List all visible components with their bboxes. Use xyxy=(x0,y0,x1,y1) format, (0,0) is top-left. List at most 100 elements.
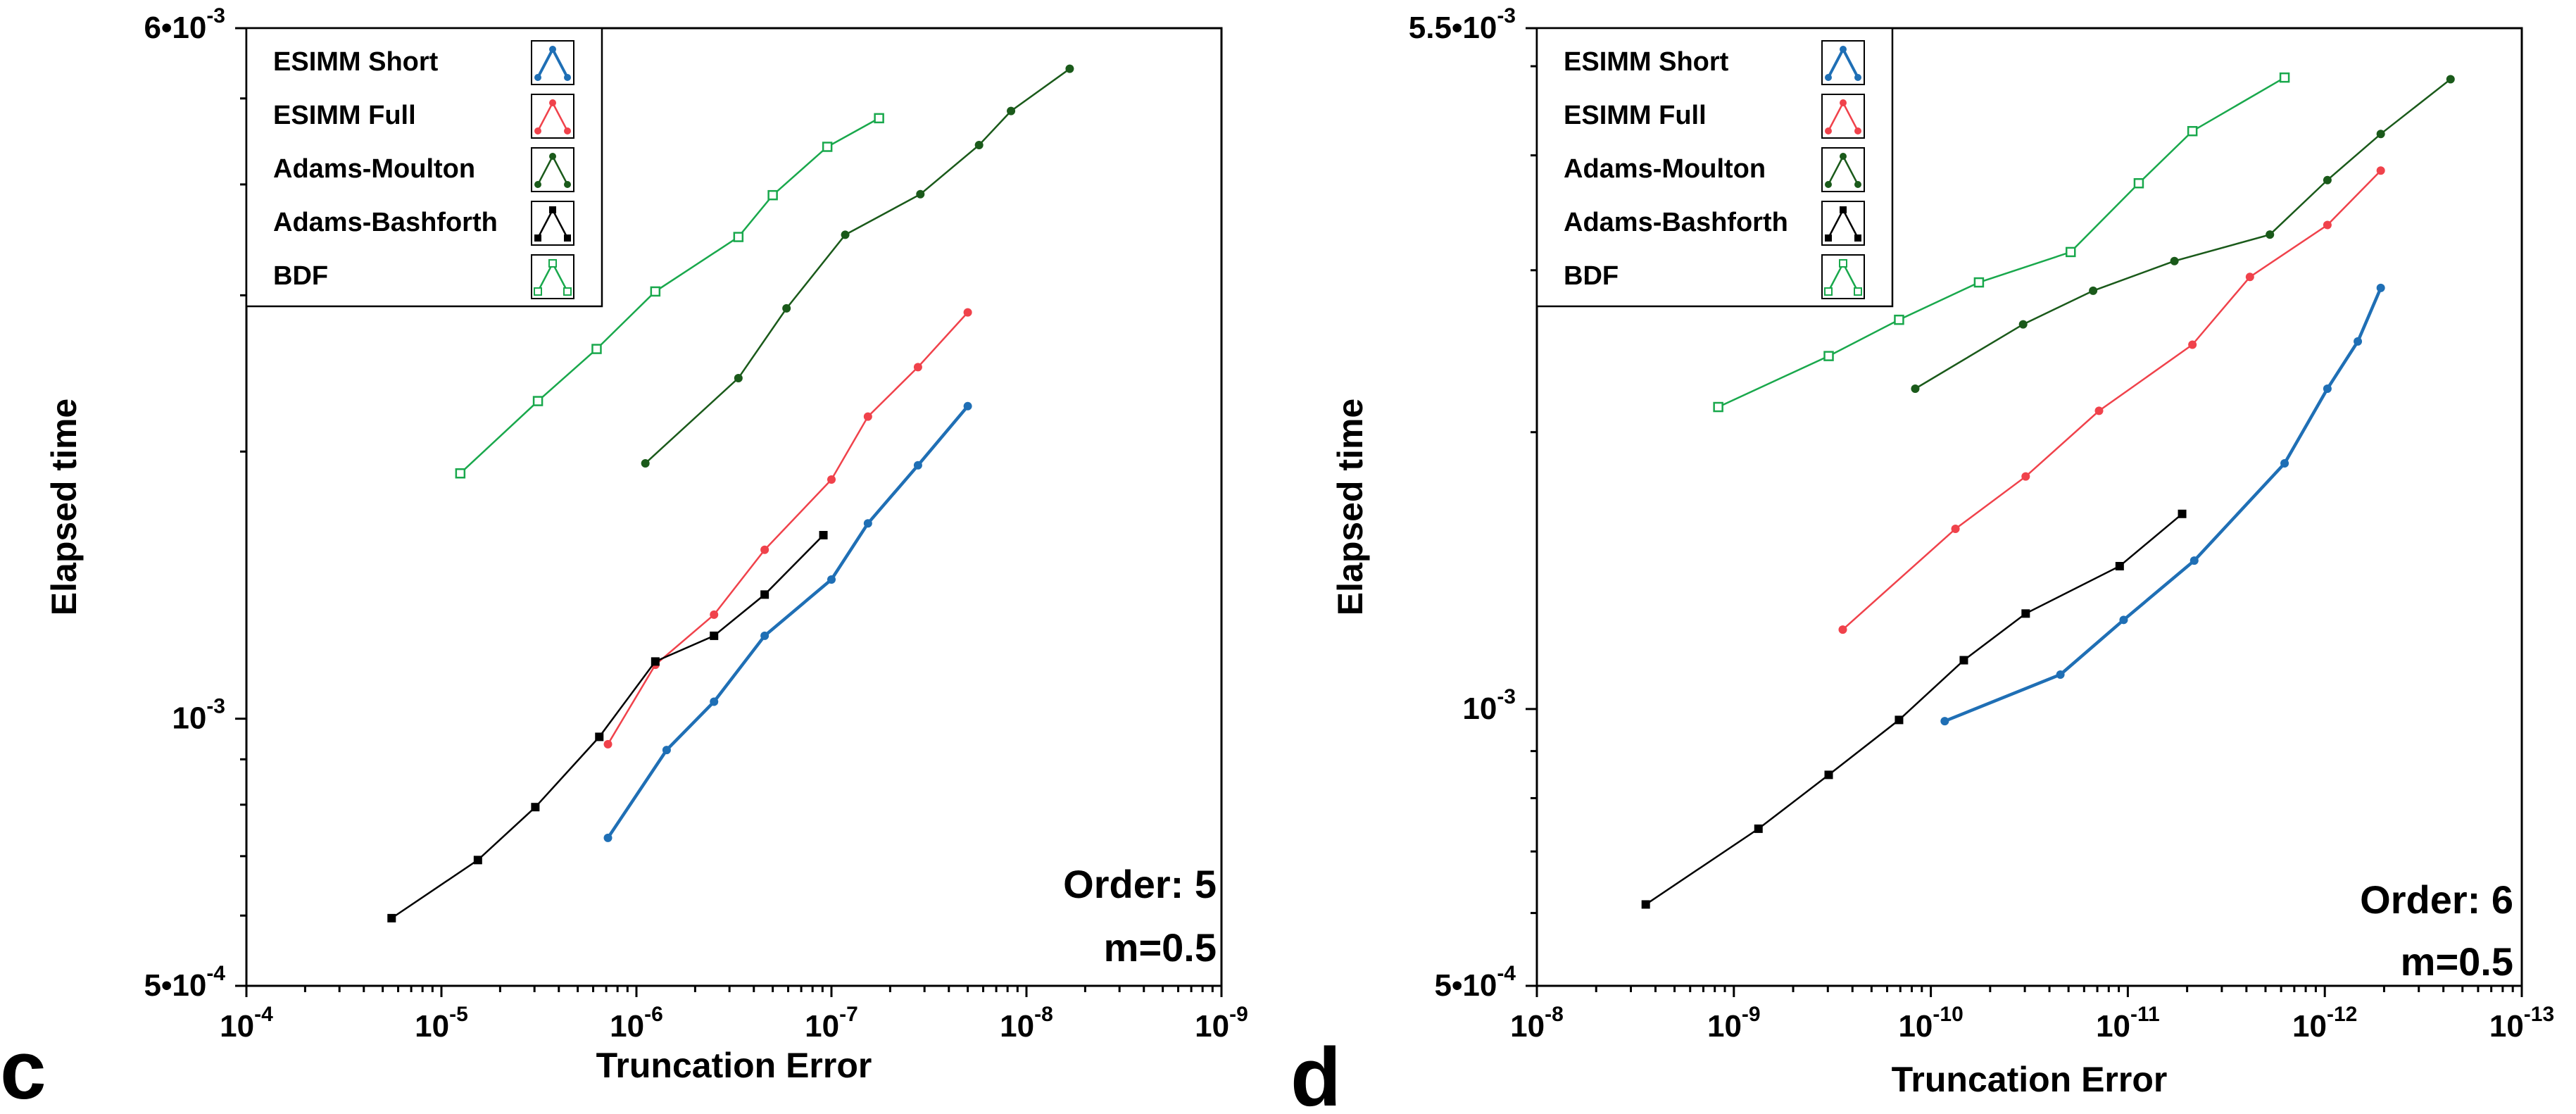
legend-swatch-marker xyxy=(1854,234,1861,242)
data-point xyxy=(1894,314,1904,325)
data-point xyxy=(2119,615,2128,625)
legend-swatch-marker xyxy=(1825,181,1832,188)
x-tick-label: 10-7 xyxy=(805,1003,858,1044)
series-bdf xyxy=(1713,72,2290,413)
y-tick-exponent: -3 xyxy=(206,695,225,718)
y-tick-label: 6•10-3 xyxy=(144,4,225,45)
x-tick-label: 10-11 xyxy=(2096,1003,2160,1044)
x-tick-base: 10 xyxy=(2292,1009,2327,1044)
legend-swatch-marker xyxy=(1825,74,1832,81)
y-tick-label: 5•10-4 xyxy=(1434,962,1516,1003)
data-point xyxy=(2280,458,2289,468)
chart-panel-d: 10-8 10-9 10-10 10-11 10-12 10-135•10-410-35.… xyxy=(1290,4,2554,1114)
data-point xyxy=(827,575,836,584)
order-annotation: Order: 5 xyxy=(1063,862,1217,906)
legend-swatch-marker xyxy=(1824,287,1833,296)
legend-swatch-marker xyxy=(1854,74,1861,81)
y-tick-label: 10-3 xyxy=(1462,685,1516,726)
data-point xyxy=(760,590,769,599)
legend-swatch-marker xyxy=(548,259,557,268)
x-tick-base: 10 xyxy=(610,1009,644,1044)
data-point xyxy=(2021,609,2030,618)
data-point xyxy=(733,232,744,242)
x-tick-base: 10 xyxy=(1898,1009,1933,1044)
data-point xyxy=(863,519,872,528)
legend-swatch-marker xyxy=(534,181,541,188)
data-point xyxy=(595,732,604,741)
data-point xyxy=(2170,256,2179,265)
series-line xyxy=(607,311,969,745)
legend-swatch-marker xyxy=(534,234,541,242)
data-point xyxy=(2189,556,2199,565)
legend-swatch-marker xyxy=(1854,127,1861,134)
x-tick-exponent: -10 xyxy=(1933,1003,1963,1026)
data-point xyxy=(963,401,972,411)
data-point xyxy=(2094,406,2104,415)
data-point xyxy=(603,833,612,842)
data-point xyxy=(2133,178,2144,189)
x-tick-label: 10-9 xyxy=(1707,1003,1761,1044)
y-tick-label: 5•10-4 xyxy=(144,962,225,1003)
legend: ESIMM Short ESIMM Full Adams-Moulton Adams-… xyxy=(245,27,603,308)
legend-swatch-marker xyxy=(564,127,571,134)
data-point xyxy=(2089,286,2098,295)
data-point xyxy=(2279,72,2290,83)
y-tick-label: 10-3 xyxy=(172,695,225,736)
data-point xyxy=(2446,75,2455,84)
data-point xyxy=(1713,401,1723,413)
x-tick-label: 10-8 xyxy=(1000,1003,1053,1044)
x-tick-label: 10-10 xyxy=(1898,1003,1963,1044)
legend-entry-label: Adams-Moulton xyxy=(273,154,475,184)
data-point xyxy=(913,461,922,470)
x-tick-base: 10 xyxy=(805,1009,839,1044)
data-point xyxy=(2065,246,2076,258)
data-point xyxy=(760,545,769,554)
y-tick-label: 5.5•10-3 xyxy=(1409,4,1516,45)
legend-swatch-marker xyxy=(1840,153,1847,160)
legend: ESIMM Short ESIMM Full Adams-Moulton Adams-… xyxy=(1535,27,1894,308)
y-tick-mantissa: 5•10 xyxy=(1434,968,1497,1003)
legend-entry-label: ESIMM Full xyxy=(1564,101,1707,130)
series-adams-bashforth xyxy=(387,530,828,922)
data-point xyxy=(641,458,650,468)
data-point xyxy=(874,113,884,124)
y-tick-mantissa: 5.5•10 xyxy=(1409,11,1497,45)
data-point xyxy=(2115,562,2124,571)
legend-swatch-marker xyxy=(1840,206,1847,213)
legend-swatch-marker xyxy=(549,153,556,160)
data-point xyxy=(1940,717,1949,726)
data-point xyxy=(651,657,660,666)
data-point xyxy=(603,739,612,749)
x-tick-label: 10-13 xyxy=(2489,1003,2554,1044)
x-tick-base: 10 xyxy=(1195,1009,1229,1044)
y-tick-exponent: -4 xyxy=(206,962,225,985)
data-point xyxy=(531,803,540,812)
legend-swatch-marker xyxy=(1839,259,1847,268)
x-tick-exponent: -11 xyxy=(2130,1003,2160,1026)
x-tick-base: 10 xyxy=(220,1009,254,1044)
data-point xyxy=(2187,125,2198,137)
x-tick-base: 10 xyxy=(2096,1009,2130,1044)
data-point xyxy=(913,363,922,372)
y-tick-exponent: -4 xyxy=(1497,962,1516,985)
legend-swatch-marker xyxy=(549,206,556,213)
x-tick-label: 10-5 xyxy=(415,1003,468,1044)
data-point xyxy=(2245,273,2254,282)
data-point xyxy=(2354,337,2363,346)
legend-swatch-marker xyxy=(534,127,541,134)
data-point xyxy=(1823,351,1834,361)
x-tick-exponent: -9 xyxy=(1742,1003,1761,1026)
data-point xyxy=(963,308,972,317)
data-point xyxy=(2021,472,2030,481)
data-point xyxy=(1973,277,1985,288)
data-point xyxy=(2018,320,2028,329)
x-tick-exponent: -12 xyxy=(2327,1003,2357,1026)
data-point xyxy=(819,530,828,539)
data-point xyxy=(710,631,719,640)
legend-swatch-marker xyxy=(549,99,556,106)
y-axis-label: Elapsed time xyxy=(44,399,84,615)
legend-swatch-marker xyxy=(1854,287,1862,296)
data-point xyxy=(1951,525,1960,534)
data-point xyxy=(2188,340,2197,349)
